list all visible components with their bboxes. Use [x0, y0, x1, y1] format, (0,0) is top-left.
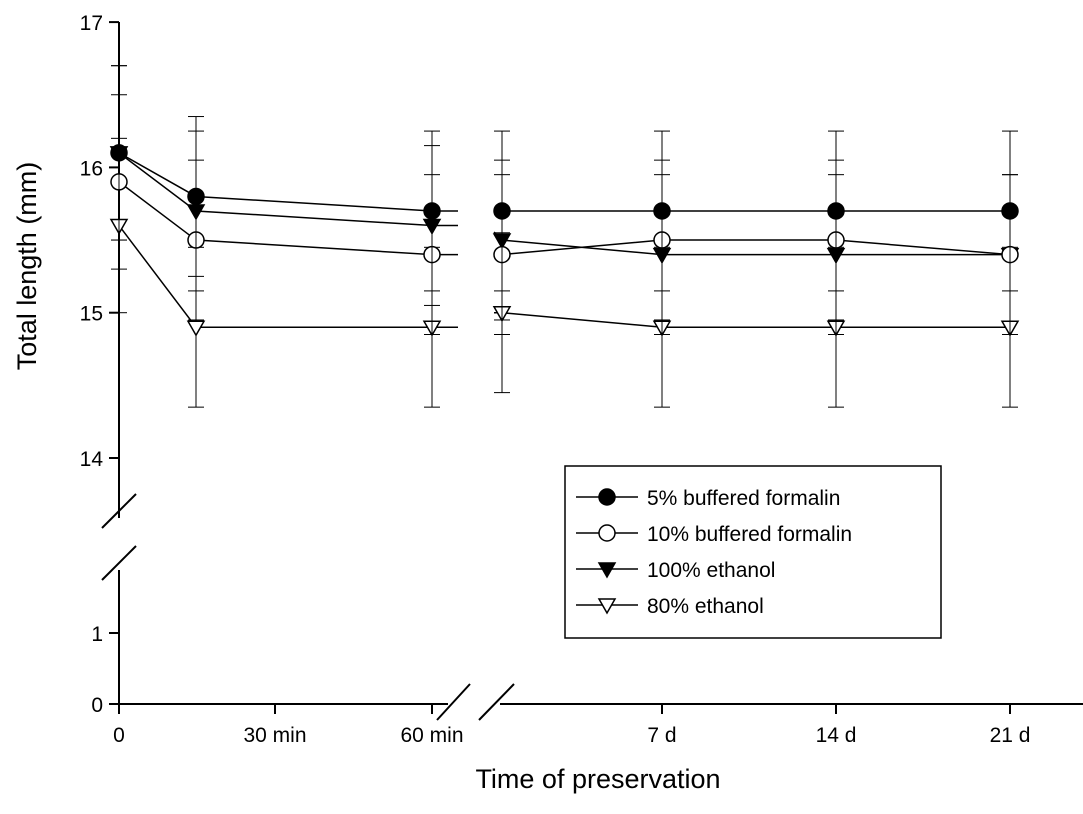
y-tick-label: 14	[80, 448, 104, 471]
y-tick-label: 17	[80, 12, 103, 35]
data-point	[187, 187, 205, 206]
series-line	[118, 181, 458, 256]
legend-marker	[597, 562, 617, 579]
data-point	[653, 202, 671, 220]
y-axis-break-mark	[101, 493, 137, 529]
x-tick-label: 14 d	[816, 724, 857, 747]
legend-label: 10% buffered formalin	[647, 523, 852, 546]
y-axis-title: Total length (mm)	[12, 162, 42, 371]
x-axis-break-mark	[478, 683, 515, 721]
legend-marker	[598, 488, 616, 506]
data-point	[423, 202, 441, 220]
x-tick-label: 21 d	[990, 724, 1031, 747]
legend: 5% buffered formalin 10% buffered formali…	[564, 465, 942, 639]
y-axis-break-mark	[101, 545, 137, 581]
y-tick-label: 1	[91, 623, 103, 646]
series-line	[118, 152, 458, 227]
data-point	[186, 320, 206, 337]
series-0	[110, 65, 1019, 292]
data-point	[1001, 202, 1019, 220]
x-axis-title: Time of preservation	[475, 764, 720, 794]
series-layer	[109, 65, 1020, 408]
y-tick-label: 15	[80, 303, 103, 326]
x-tick-label: 60 min	[400, 724, 463, 747]
legend-marker	[598, 524, 616, 542]
data-point	[827, 202, 845, 220]
legend-label: 80% ethanol	[647, 595, 764, 618]
series-3	[109, 137, 1020, 408]
y-tick-label: 0	[91, 694, 103, 717]
data-point	[110, 144, 128, 162]
y-tick-label: 16	[80, 157, 103, 180]
x-tick-label: 30 min	[243, 724, 306, 747]
series-line	[118, 225, 458, 328]
x-axis-break-mark	[436, 683, 471, 721]
ticks: 0 1 14 15 16 17 0 30 min 60 min 7 d 14 d 21 d	[80, 12, 1031, 747]
legend-label: 5% buffered formalin	[647, 487, 840, 510]
data-point	[493, 202, 511, 220]
x-tick-label: 7 d	[647, 724, 676, 747]
series-line	[494, 311, 1010, 328]
legend-box	[564, 465, 942, 639]
legend-marker	[597, 598, 617, 615]
series-line	[493, 231, 1010, 256]
series-line	[494, 239, 1011, 256]
x-tick-label: 0	[113, 724, 125, 747]
legend-label: 100% ethanol	[647, 559, 775, 582]
series-line	[118, 152, 458, 212]
